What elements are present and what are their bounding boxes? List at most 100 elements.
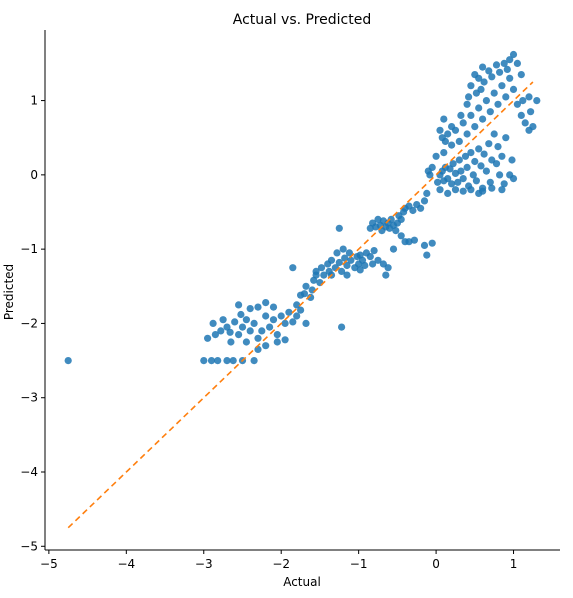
data-point: [529, 123, 537, 131]
data-point: [440, 115, 448, 123]
data-point: [317, 264, 326, 272]
data-point: [223, 357, 231, 365]
data-point: [459, 175, 467, 183]
data-point: [467, 186, 475, 194]
data-point: [519, 97, 527, 105]
data-point: [338, 267, 346, 275]
y-tick-label: −4: [20, 465, 38, 479]
x-tick-label: 1: [510, 557, 518, 571]
data-point: [469, 171, 477, 179]
data-point: [293, 312, 301, 320]
data-point: [498, 152, 506, 160]
data-point: [211, 331, 219, 339]
reference-line: [67, 81, 534, 529]
y-tick-label: −3: [20, 391, 38, 405]
data-point: [246, 327, 254, 335]
data-point: [343, 261, 351, 270]
data-point: [494, 100, 502, 108]
data-point: [459, 187, 467, 195]
data-point: [521, 119, 529, 127]
data-point: [448, 141, 456, 149]
data-point: [444, 130, 452, 138]
data-point: [409, 206, 417, 215]
data-point: [475, 104, 483, 112]
data-point: [223, 323, 231, 331]
data-point: [382, 271, 390, 279]
data-point: [477, 85, 485, 93]
data-point: [477, 162, 485, 170]
data-point: [485, 140, 493, 148]
data-point: [237, 310, 245, 319]
data-point: [308, 286, 316, 294]
data-point: [488, 73, 496, 81]
data-point: [327, 256, 336, 264]
data-point: [454, 178, 462, 186]
data-point: [503, 65, 511, 73]
data-point: [463, 163, 471, 171]
data-point: [397, 232, 405, 240]
data-point: [300, 290, 308, 298]
data-point: [471, 157, 479, 166]
data-point: [479, 187, 487, 195]
data-point: [428, 239, 436, 247]
data-point: [525, 93, 533, 101]
data-point: [217, 327, 225, 335]
data-point: [417, 204, 425, 212]
data-point: [339, 245, 347, 253]
data-point: [254, 345, 262, 353]
data-point: [494, 143, 502, 151]
data-point: [500, 59, 508, 67]
data-point: [472, 177, 480, 185]
data-point: [335, 258, 343, 267]
data-point: [302, 282, 310, 290]
y-tick-label: 1: [30, 94, 38, 108]
data-point: [316, 279, 324, 287]
data-point: [242, 338, 250, 346]
data-point: [370, 247, 378, 255]
data-point: [281, 336, 289, 344]
data-point: [446, 165, 454, 173]
data-point: [496, 171, 504, 179]
data-point: [246, 305, 254, 313]
data-point: [374, 215, 382, 223]
data-point: [482, 97, 490, 105]
data-point: [486, 108, 494, 116]
data-point: [269, 303, 278, 311]
data-point: [289, 318, 297, 326]
data-point: [448, 180, 456, 188]
data-point: [444, 189, 452, 197]
data-point: [214, 357, 222, 365]
data-point: [434, 178, 442, 186]
data-point: [281, 319, 289, 327]
x-axis-ticks: −5 −4 −3 −2 −1 0 1: [40, 550, 517, 571]
data-point: [527, 108, 535, 116]
data-point: [374, 256, 382, 264]
data-point: [277, 312, 285, 320]
data-point: [449, 160, 457, 168]
x-tick-label: −5: [40, 557, 58, 571]
data-point: [479, 115, 487, 123]
data-point: [397, 215, 405, 223]
data-point: [457, 111, 465, 119]
data-point: [361, 261, 369, 270]
data-point: [285, 308, 293, 316]
y-tick-label: −1: [20, 242, 38, 256]
data-point: [451, 186, 460, 194]
data-point: [465, 93, 473, 101]
x-axis-label: Actual: [283, 575, 321, 589]
data-point: [262, 299, 270, 307]
data-point: [226, 328, 234, 336]
chart-title: Actual vs. Predicted: [233, 12, 372, 28]
data-point: [266, 323, 274, 331]
data-point: [258, 327, 266, 335]
data-point: [502, 134, 510, 142]
data-point: [509, 175, 518, 183]
data-point: [490, 89, 498, 97]
data-point: [438, 134, 446, 142]
data-point: [463, 130, 471, 138]
data-point: [461, 152, 470, 160]
data-point: [262, 312, 270, 320]
data-point: [500, 180, 508, 188]
data-point: [451, 169, 460, 177]
data-point: [320, 271, 328, 279]
